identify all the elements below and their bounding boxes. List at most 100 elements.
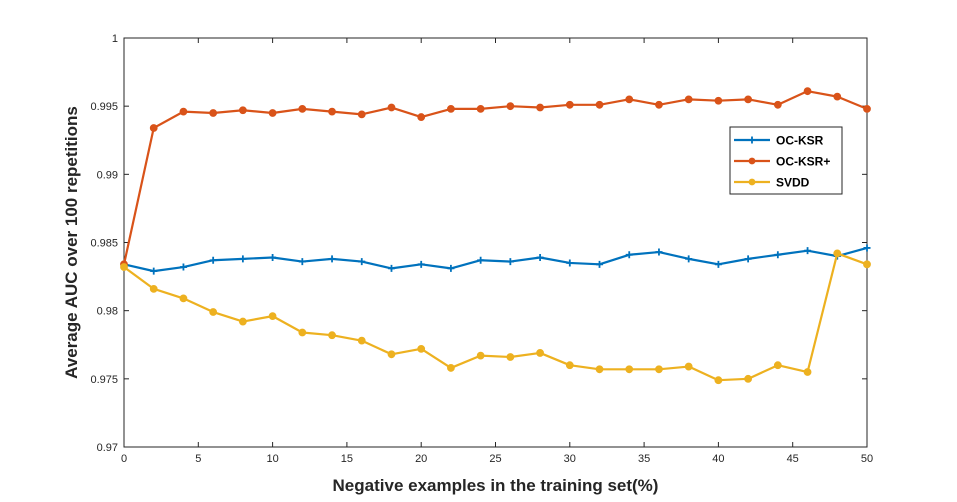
y-tick-label: 1 (112, 33, 118, 45)
data-point (209, 109, 218, 117)
data-point (536, 253, 544, 261)
data-point (447, 264, 455, 272)
data-point (179, 107, 188, 116)
y-tick-label: 0.97 (97, 442, 118, 454)
x-tick-label: 25 (489, 453, 501, 465)
data-point (358, 258, 366, 266)
data-point (655, 248, 663, 256)
data-point (596, 260, 604, 268)
data-point (150, 267, 158, 275)
data-point (803, 87, 812, 96)
x-tick-label: 35 (638, 453, 650, 465)
data-point (268, 109, 277, 117)
data-point (714, 260, 722, 268)
data-point (684, 362, 693, 371)
data-point (744, 374, 753, 383)
x-axis-title: Negative examples in the training set(%) (333, 476, 659, 495)
data-point (744, 95, 753, 104)
data-point (417, 344, 426, 353)
data-point (685, 255, 693, 263)
data-point (655, 365, 663, 374)
data-point (566, 259, 574, 267)
y-tick-label: 0.995 (90, 101, 118, 113)
data-point (744, 255, 752, 263)
data-point (298, 104, 307, 113)
data-point (328, 255, 336, 263)
data-point (387, 350, 396, 359)
data-point (179, 263, 187, 271)
x-tick-label: 45 (787, 453, 799, 465)
x-tick-label: 20 (415, 453, 427, 465)
data-point (179, 294, 188, 303)
data-point (684, 95, 693, 104)
data-point (774, 251, 782, 259)
data-point (565, 361, 574, 370)
x-tick-label: 0 (121, 453, 127, 465)
data-point (506, 258, 514, 266)
legend-label: OC-KSR+ (776, 155, 830, 169)
data-point (833, 92, 842, 101)
data-point (773, 100, 782, 109)
x-tick-label: 50 (861, 453, 873, 465)
data-point (238, 106, 247, 115)
data-point (417, 260, 425, 268)
series-line (122, 90, 868, 265)
series-line (123, 252, 868, 382)
data-point (298, 328, 307, 337)
legend-swatch-marker (748, 136, 756, 144)
y-tick-label: 0.985 (90, 238, 118, 250)
data-point (803, 368, 812, 376)
data-point (269, 253, 277, 261)
data-point (120, 263, 128, 271)
data-point (476, 351, 485, 360)
data-point (328, 331, 336, 340)
data-point (863, 260, 871, 269)
data-point (714, 376, 723, 385)
y-tick-label: 0.99 (97, 169, 118, 181)
data-point (625, 365, 634, 374)
legend-entry: OC-KSR+ (734, 155, 830, 169)
legend-label: SVDD (776, 176, 810, 190)
legend-entry: SVDD (734, 176, 810, 190)
data-point (506, 353, 515, 361)
y-tick-label: 0.98 (97, 306, 118, 318)
data-point (804, 247, 812, 255)
legend-label: OC-KSR (776, 134, 824, 148)
data-point (773, 361, 782, 370)
legend: OC-KSR OC-KSR+ SVDD (729, 126, 843, 195)
x-tick-label: 15 (341, 453, 353, 465)
data-point (298, 258, 306, 266)
data-point (149, 124, 158, 132)
data-point (476, 104, 485, 113)
data-point (209, 308, 218, 316)
data-point (417, 113, 426, 121)
data-point (238, 317, 247, 326)
x-tick-label: 5 (195, 453, 201, 465)
data-point (239, 255, 247, 263)
data-point (209, 256, 217, 264)
data-point (863, 104, 871, 113)
data-point (149, 284, 158, 293)
data-point (714, 96, 723, 105)
legend-swatch-marker (748, 157, 756, 165)
data-point (447, 104, 455, 113)
data-point (536, 103, 544, 112)
series-line (123, 246, 868, 273)
data-point (625, 251, 633, 259)
data-point (625, 95, 634, 104)
data-point (595, 365, 604, 374)
x-tick-label: 40 (712, 453, 724, 465)
data-point (565, 100, 574, 109)
y-tick-label: 0.975 (90, 374, 118, 386)
data-point (863, 244, 871, 252)
data-point (477, 256, 485, 264)
series-oc-ksr (120, 244, 871, 275)
data-point (357, 336, 366, 345)
axes: 0 5 10 15 20 25 30 35 40 45 50 0.97 0.975 0.98 0.985 0.… (90, 33, 873, 465)
x-tick-label: 10 (266, 453, 278, 465)
data-point (595, 100, 604, 109)
data-point (357, 110, 366, 119)
data-point (387, 264, 395, 272)
data-point (328, 107, 336, 116)
